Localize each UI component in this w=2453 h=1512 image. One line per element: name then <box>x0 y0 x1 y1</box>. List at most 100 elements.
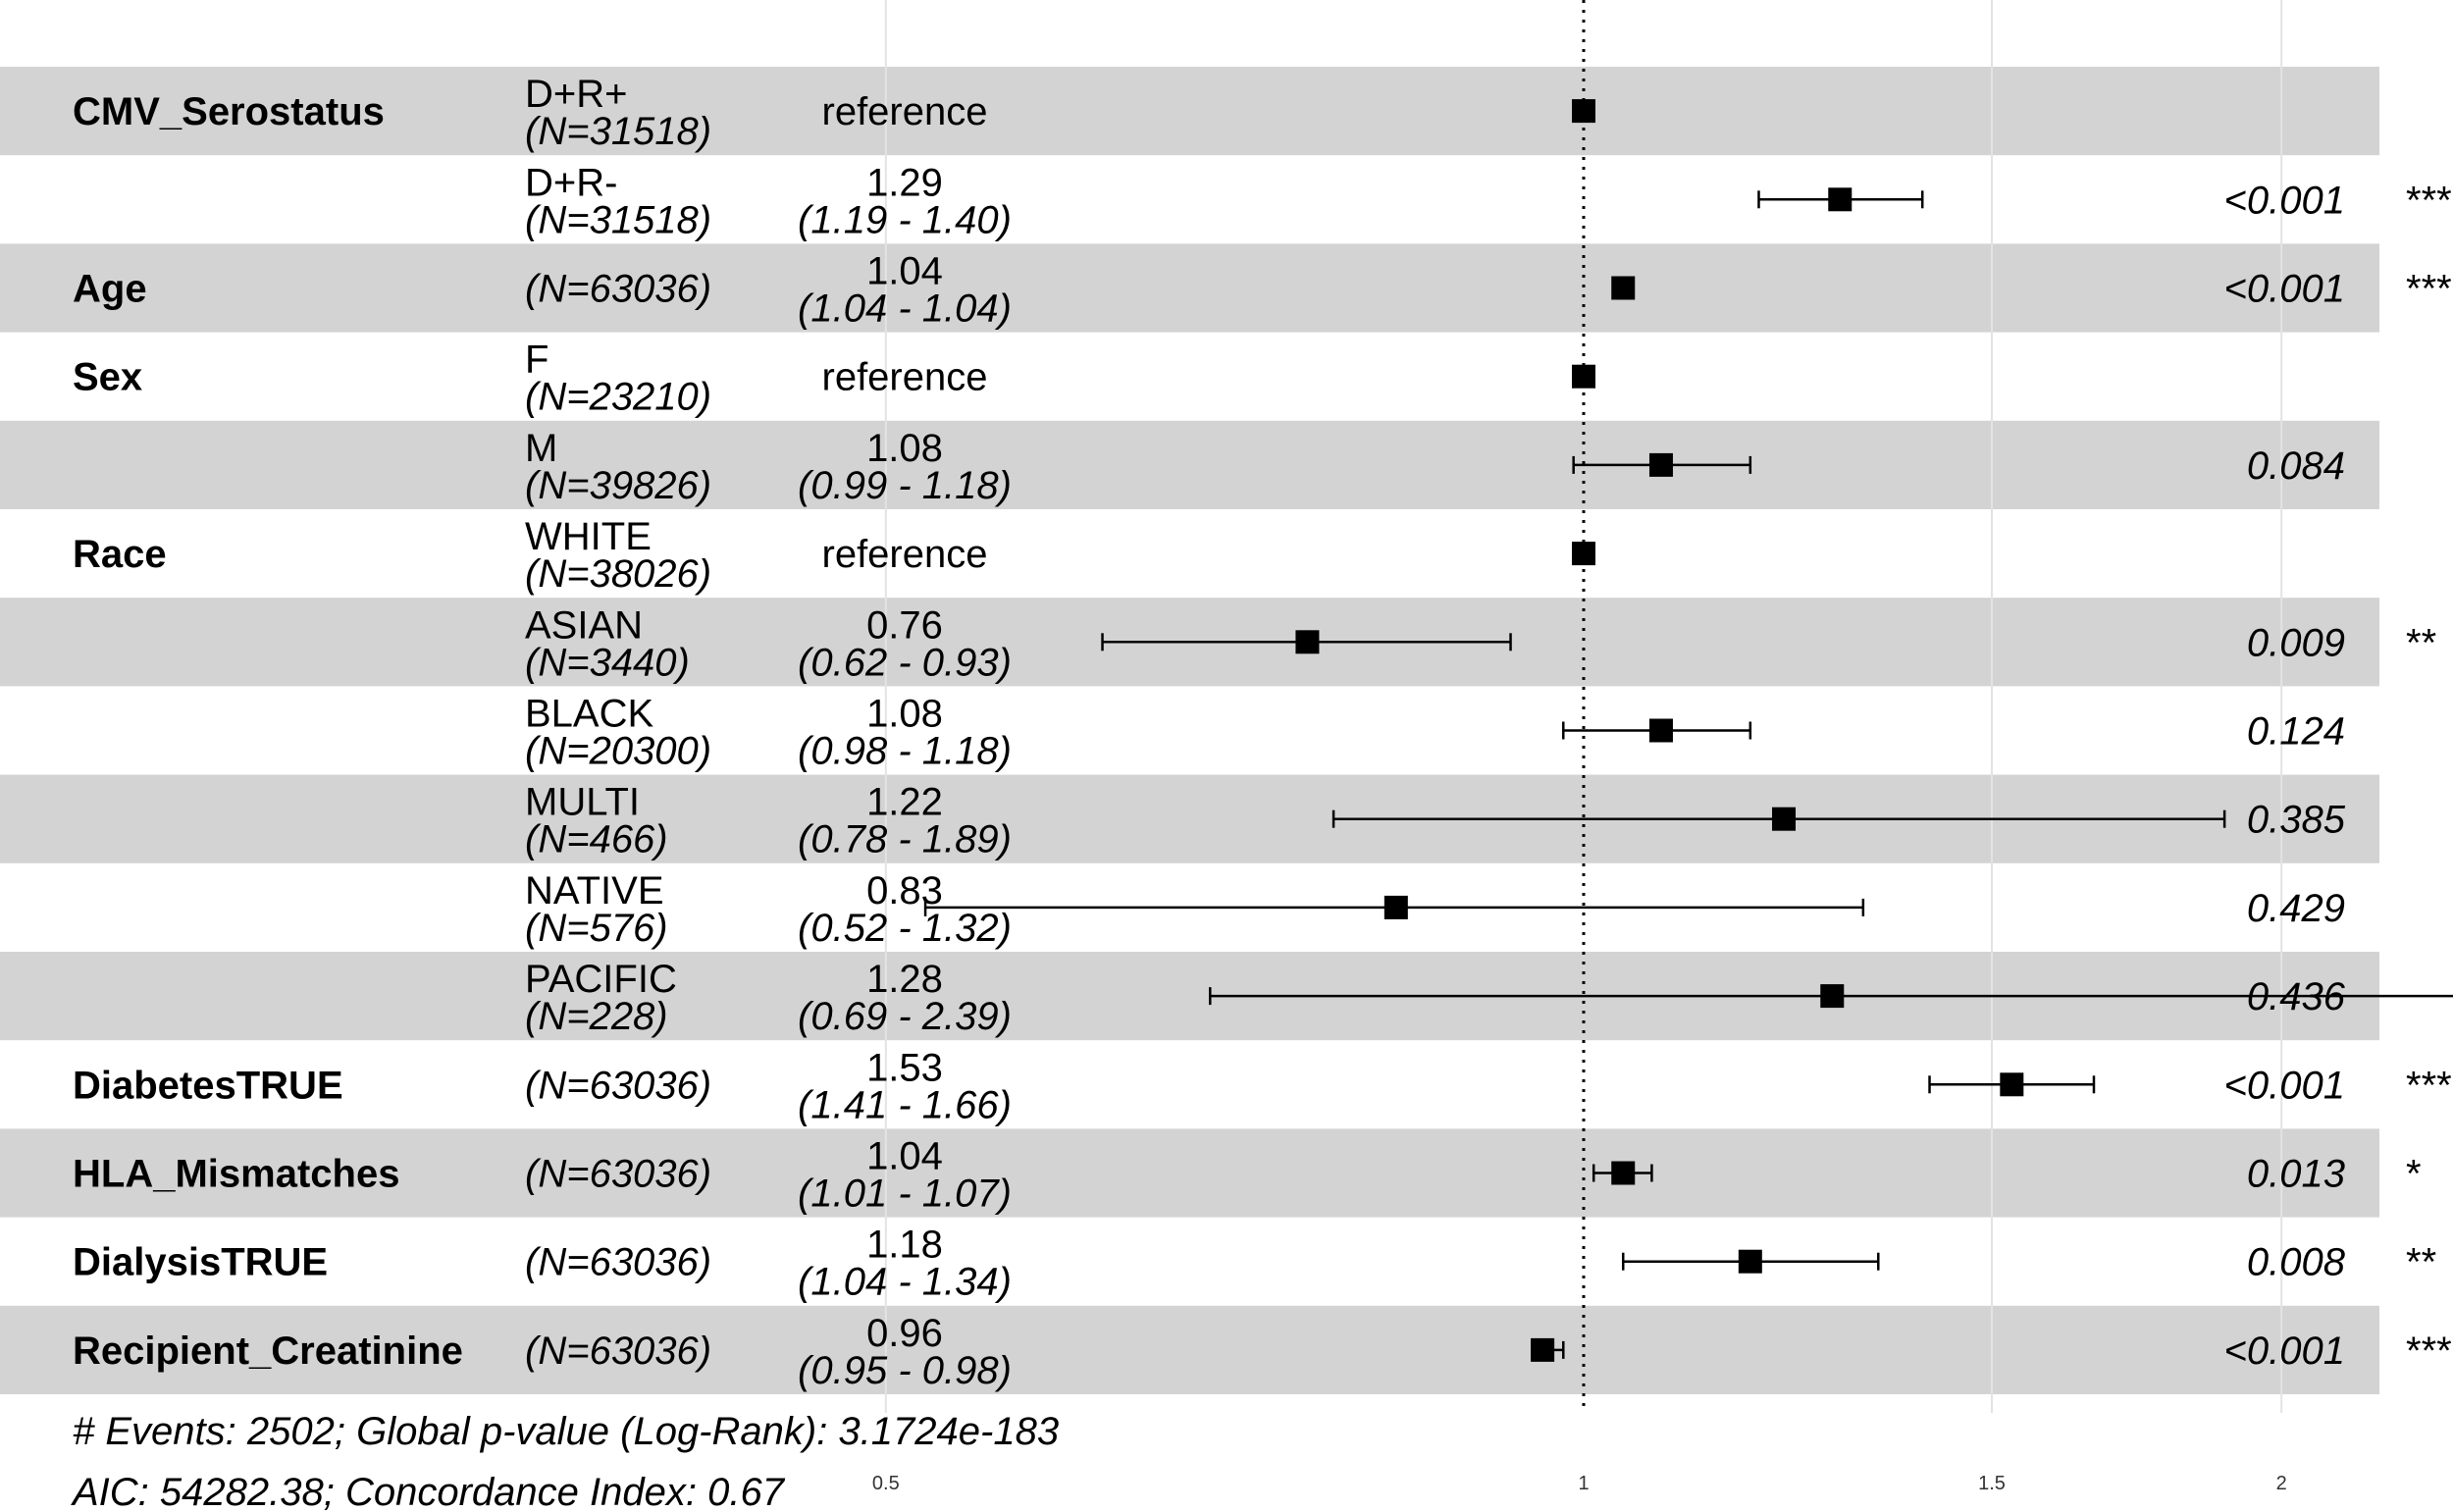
estimate-label: 1.04 <box>866 1135 943 1178</box>
level-label: D+R+ <box>525 73 628 116</box>
row-band <box>0 1128 2379 1218</box>
ci-label: (0.78 - 1.89) <box>798 818 1012 861</box>
variable-label: DiabetesTRUE <box>73 1064 343 1107</box>
row-band <box>0 243 2379 333</box>
estimate-point <box>1572 542 1595 566</box>
estimate-point <box>1738 1249 1762 1274</box>
level-label: ASIAN <box>525 603 643 647</box>
estimate-point <box>1611 1161 1636 1185</box>
p-value-label: <0.001 <box>2224 1330 2345 1373</box>
p-value-label: 0.084 <box>2247 444 2345 488</box>
estimate-point <box>1772 807 1797 831</box>
variable-label: Race <box>73 533 167 576</box>
ci-label: (1.04 - 1.04) <box>798 287 1012 331</box>
ci-label: (0.99 - 1.18) <box>798 464 1012 507</box>
x-axis-ticks: 0.511.522.5 <box>872 1473 2287 1494</box>
significance-stars: * <box>2406 1153 2422 1196</box>
n-label: (N=39826) <box>525 464 711 507</box>
ci-label: (1.01 - 1.07) <box>798 1173 1012 1216</box>
estimate-point <box>2000 1072 2024 1097</box>
estimate-label: 1.18 <box>866 1224 943 1267</box>
p-value-label: <0.001 <box>2224 179 2345 222</box>
n-label: (N=228) <box>525 995 668 1038</box>
estimate-point <box>1572 99 1595 124</box>
p-value-label: 0.013 <box>2247 1153 2345 1196</box>
estimate-point <box>1383 895 1408 919</box>
level-label: D+R- <box>525 161 617 204</box>
significance-stars: ** <box>2406 1241 2436 1284</box>
n-label: (N=31518) <box>525 198 711 241</box>
estimate-label: reference <box>822 533 988 576</box>
estimate-label: reference <box>822 90 988 133</box>
footer-aic: AIC: 54282.38; Concordance Index: 0.67 <box>71 1471 786 1512</box>
estimate-label: 0.83 <box>866 869 943 912</box>
estimate-label: 1.53 <box>866 1046 943 1089</box>
n-label: (N=23210) <box>525 376 711 419</box>
n-label: (N=63036) <box>525 268 711 311</box>
ci-label: (1.19 - 1.40) <box>798 198 1012 241</box>
n-label: (N=63036) <box>525 1330 711 1373</box>
level-label: MULTI <box>525 781 640 824</box>
p-value-label: 0.124 <box>2247 710 2345 754</box>
variable-label: Age <box>73 268 147 311</box>
p-value-label: <0.001 <box>2224 1064 2345 1107</box>
estimate-label: 1.29 <box>866 161 943 204</box>
footer-events: # Events: 2502; Global p-value (Log-Rank… <box>73 1410 1059 1453</box>
ci-label: (0.52 - 1.32) <box>798 907 1012 950</box>
p-value-label: 0.009 <box>2247 621 2345 664</box>
row-band <box>0 67 2379 156</box>
p-value-label: 0.429 <box>2247 887 2345 930</box>
n-label: (N=466) <box>525 818 668 861</box>
x-tick-label: 1 <box>1578 1473 1589 1494</box>
estimate-label: 1.28 <box>866 958 943 1001</box>
x-tick-label: 0.5 <box>872 1473 900 1494</box>
level-label: M <box>525 427 557 470</box>
estimate-point <box>1648 718 1673 743</box>
estimate-label: 0.96 <box>866 1312 943 1355</box>
estimate-point <box>1648 452 1673 477</box>
estimate-label: 1.04 <box>866 250 943 293</box>
estimate-point <box>1572 364 1595 389</box>
footer: # Events: 2502; Global p-value (Log-Rank… <box>71 1410 1059 1512</box>
p-value-label: 0.436 <box>2247 975 2346 1018</box>
ci-label: (0.69 - 2.39) <box>798 995 1012 1038</box>
data-marks <box>923 99 2453 1362</box>
n-label: (N=38026) <box>525 552 711 596</box>
variable-label: CMV_Serostatus <box>73 90 385 133</box>
significance-stars: *** <box>2406 1330 2452 1373</box>
level-label: WHITE <box>525 515 652 558</box>
significance-stars: *** <box>2406 1064 2452 1107</box>
n-label: (N=20300) <box>525 730 711 773</box>
ci-label: (0.95 - 0.98) <box>798 1349 1012 1392</box>
ci-label: (0.62 - 0.93) <box>798 641 1012 684</box>
p-value-label: 0.008 <box>2247 1241 2346 1284</box>
ci-label: (1.41 - 1.66) <box>798 1083 1012 1126</box>
p-value-label: <0.001 <box>2224 268 2345 311</box>
row-band <box>0 1305 2379 1394</box>
estimate-point <box>1611 276 1636 300</box>
x-tick-label: 2 <box>2276 1473 2287 1494</box>
row-labels: CMV_Serostatus D+R+ (N=31518) reference D+R-… <box>73 73 2452 1392</box>
n-label: (N=63036) <box>525 1153 711 1196</box>
level-label: PACIFIC <box>525 958 677 1001</box>
estimate-label: reference <box>822 356 988 399</box>
variable-label: Sex <box>73 356 142 399</box>
level-label: NATIVE <box>525 869 664 912</box>
estimate-point <box>1295 630 1320 654</box>
p-value-label: 0.385 <box>2247 799 2346 842</box>
ci-label: (1.04 - 1.34) <box>798 1261 1012 1304</box>
variable-label: DialysisTRUE <box>73 1241 328 1284</box>
level-label: F <box>525 339 548 382</box>
estimate-label: 0.76 <box>866 603 943 647</box>
estimate-label: 1.08 <box>866 693 943 736</box>
estimate-point <box>1828 187 1853 212</box>
estimate-point <box>1531 1337 1555 1362</box>
variable-label: Recipient_Creatinine <box>73 1330 463 1373</box>
n-label: (N=3440) <box>525 641 690 684</box>
n-label: (N=63036) <box>525 1064 711 1107</box>
significance-stars: ** <box>2406 621 2436 664</box>
significance-stars: *** <box>2406 268 2452 311</box>
estimate-label: 1.22 <box>866 781 943 824</box>
level-label: BLACK <box>525 693 653 736</box>
